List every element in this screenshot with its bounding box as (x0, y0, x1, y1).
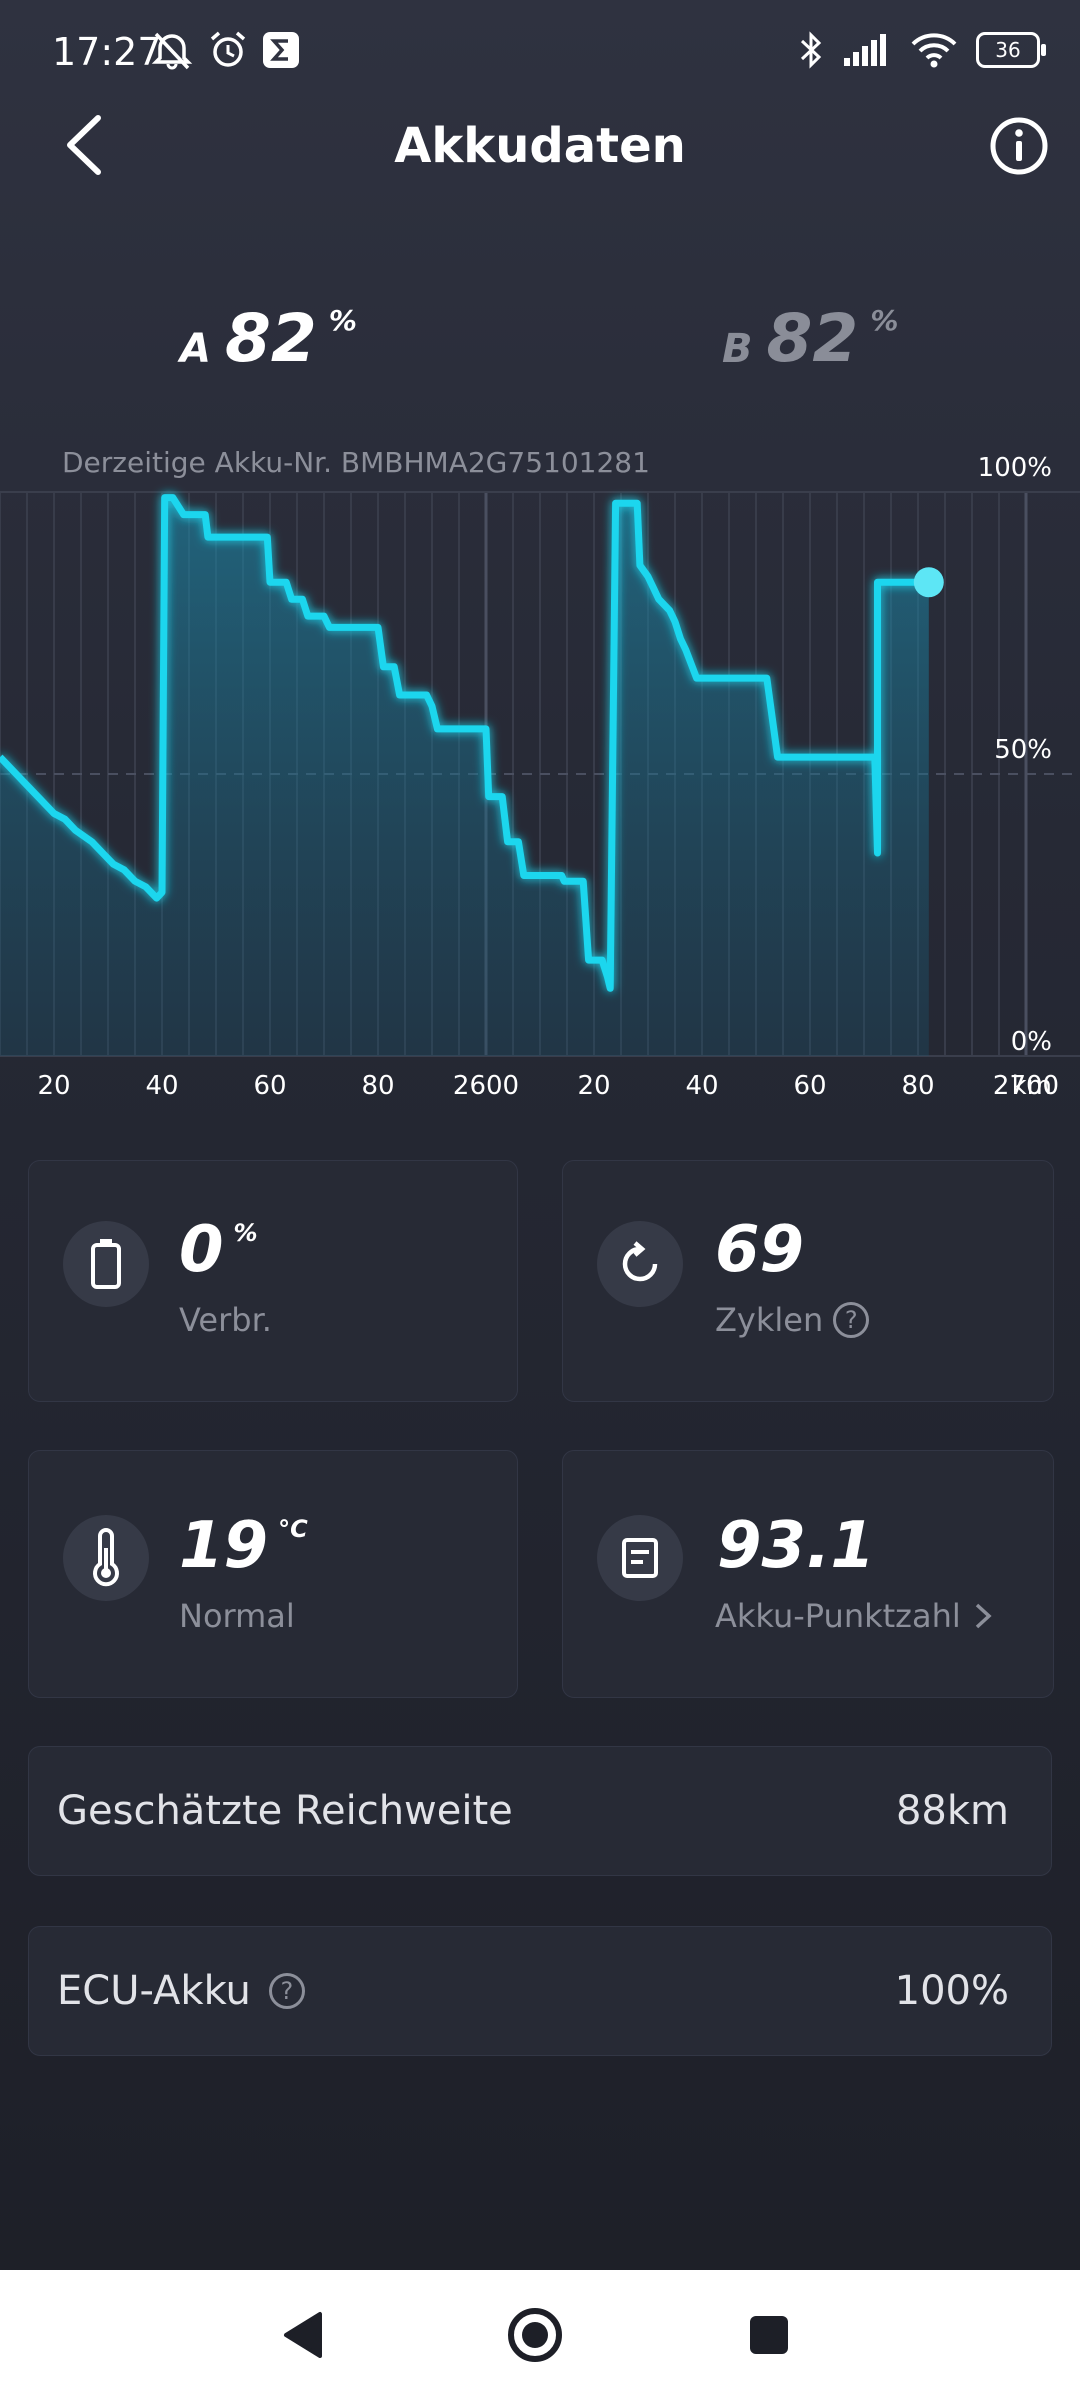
consumption-card: 0% Verbr. (28, 1160, 518, 1402)
status-time: 17:27 (52, 30, 162, 74)
alarm-icon (210, 31, 246, 67)
bluetooth-icon (800, 31, 822, 69)
temperature-label: Normal (179, 1597, 295, 1635)
chart-x-tick-label: 40 (685, 1071, 718, 1100)
score-value: 93.1 (717, 1509, 875, 1583)
info-icon[interactable] (988, 115, 1050, 177)
signal-icon (844, 34, 886, 66)
cycles-label: Zyklen (715, 1301, 824, 1339)
battery-b-unit: % (870, 304, 899, 337)
consumption-unit: % (233, 1219, 258, 1247)
range-value: 88km (895, 1788, 1009, 1834)
ecu-label: ECU-Akku (57, 1968, 251, 2014)
battery-status-icon: 36 (976, 32, 1046, 68)
battery-a-unit: % (328, 304, 357, 337)
temperature-card: 19 °C Normal (28, 1450, 518, 1698)
battery-b-letter: B (722, 326, 753, 372)
score-label: Akku-Punktzahl (715, 1597, 961, 1635)
cycles-help-icon[interactable]: ? (833, 1302, 870, 1338)
thermometer-icon (63, 1515, 149, 1601)
chart-x-tick-label: 80 (901, 1071, 934, 1100)
chart-x-tick-label: 20 (37, 1071, 70, 1100)
chart-y-tick-label: 50% (994, 735, 1052, 765)
chart-series-line (0, 494, 929, 992)
battery-a-value: 82 (224, 300, 317, 377)
battery-a[interactable]: A 82 % (180, 300, 357, 377)
chart-x-tick-label: 80 (361, 1071, 394, 1100)
range-label: Geschätzte Reichweite (57, 1788, 513, 1834)
consumption-label: Verbr. (179, 1301, 272, 1339)
estimated-range-row: Geschätzte Reichweite 88km (28, 1746, 1052, 1876)
ecu-value: 100% (894, 1968, 1009, 2014)
ecu-help-icon[interactable]: ? (268, 1973, 305, 2009)
chart-y-tick-label: 100% (978, 453, 1052, 483)
battery-b-value: 82 (766, 300, 859, 377)
ecu-battery-row: ECU-Akku ? 100% (28, 1926, 1052, 2056)
back-triangle-icon[interactable] (280, 2308, 326, 2362)
chart-x-tick-label: 2700 (993, 1071, 1059, 1100)
battery-number: Derzeitige Akku-Nr. BMBHMA2G75101281 (62, 446, 650, 479)
report-icon (597, 1515, 683, 1601)
refresh-icon (597, 1221, 683, 1307)
sigma-app-icon (263, 32, 299, 68)
cycles-value: 69 (715, 1213, 805, 1287)
temperature-value: 19 (179, 1509, 269, 1583)
battery-icon (63, 1221, 149, 1307)
chart-x-axis-unit: km (1012, 1071, 1052, 1100)
chart-x-tick-label: 40 (145, 1071, 178, 1100)
chevron-right-icon (975, 1603, 992, 1629)
chart-x-tick-label: 60 (793, 1071, 826, 1100)
wifi-icon (911, 33, 957, 68)
chart-current-point (913, 567, 944, 598)
chart-x-tick-label: 20 (577, 1071, 610, 1100)
status-icons-left (150, 30, 300, 70)
system-navigation-bar (0, 2270, 1080, 2400)
battery-b[interactable]: B 82 % (722, 300, 898, 377)
back-button[interactable] (56, 110, 116, 180)
home-circle-icon[interactable] (506, 2306, 564, 2364)
cycles-card: 69 Zyklen ? (562, 1160, 1054, 1402)
chart-y-tick-label: 0% (1011, 1027, 1052, 1057)
battery-score-card[interactable]: 93.1 Akku-Punktzahl (562, 1450, 1054, 1698)
consumption-value: 0 (179, 1213, 224, 1287)
recents-square-icon[interactable] (746, 2312, 792, 2358)
temperature-unit: °C (278, 1515, 308, 1543)
battery-a-letter: A (180, 326, 211, 372)
status-icons-right: 36 (798, 30, 1046, 70)
muted-bell-icon (151, 32, 193, 70)
page-title: Akkudaten (394, 118, 686, 174)
chart-area (0, 497, 929, 1057)
chart-x-tick-label: 2600 (453, 1071, 519, 1100)
chart-x-tick-label: 60 (253, 1071, 286, 1100)
